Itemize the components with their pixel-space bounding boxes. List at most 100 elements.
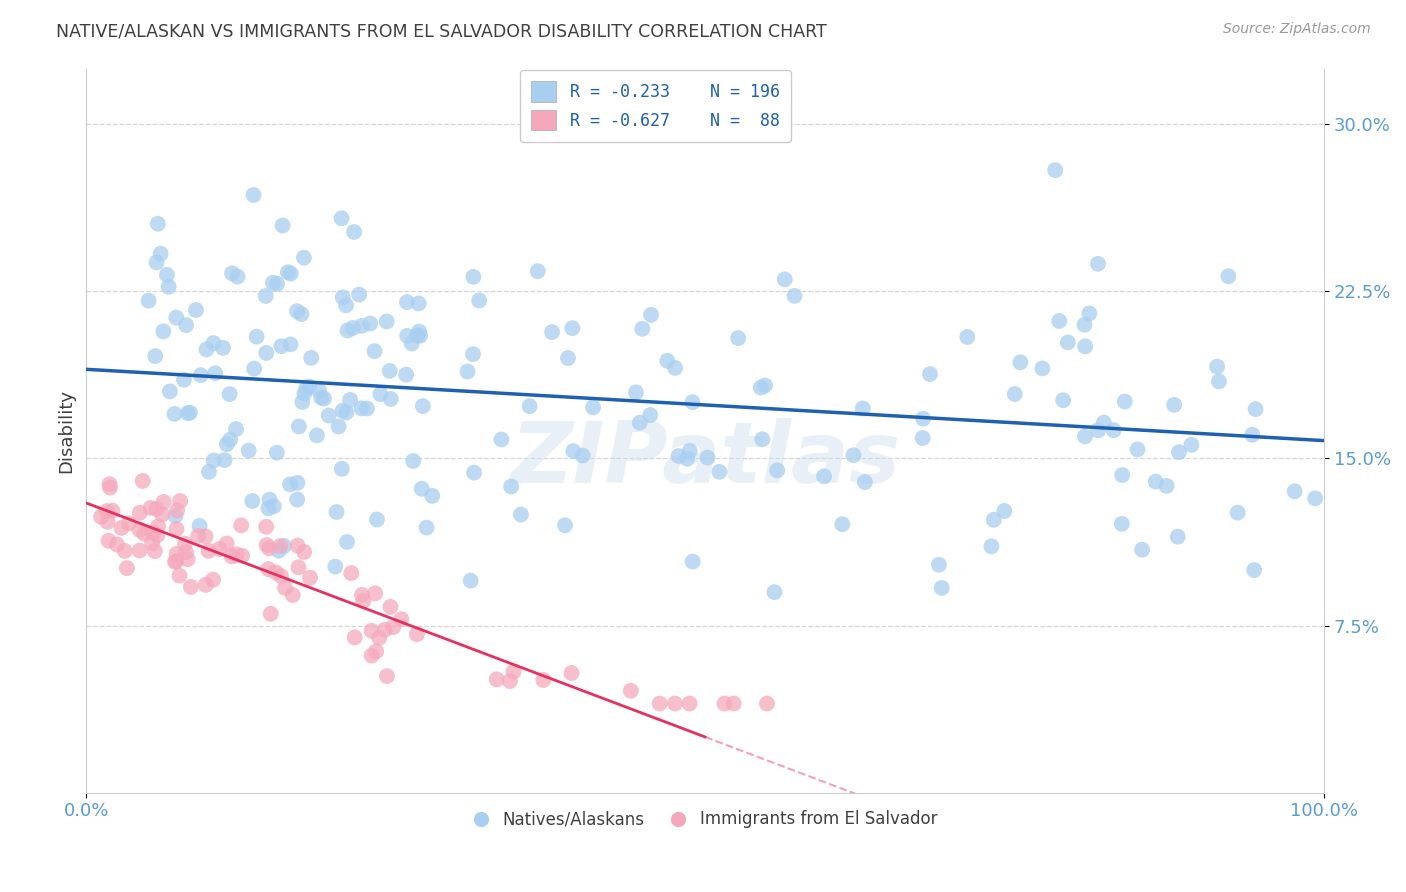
Point	[468, 293, 491, 308]
Point	[918, 367, 941, 381]
Point	[257, 562, 280, 576]
Point	[263, 500, 285, 514]
Point	[145, 501, 167, 516]
Point	[631, 322, 654, 336]
Point	[1078, 306, 1101, 320]
Point	[139, 500, 162, 515]
Point	[336, 323, 359, 337]
Point	[174, 545, 197, 559]
Point	[298, 571, 321, 585]
Point	[277, 265, 299, 279]
Point	[620, 683, 643, 698]
Point	[1111, 467, 1133, 482]
Point	[150, 508, 173, 522]
Point	[105, 537, 128, 551]
Point	[682, 395, 704, 409]
Point	[463, 269, 485, 284]
Point	[628, 416, 651, 430]
Text: ZIPatlas: ZIPatlas	[510, 418, 900, 501]
Point	[412, 399, 434, 413]
Point	[274, 581, 297, 595]
Point	[266, 277, 288, 291]
Point	[1241, 427, 1264, 442]
Point	[128, 506, 150, 520]
Point	[1074, 339, 1097, 353]
Point	[956, 330, 979, 344]
Point	[406, 627, 429, 641]
Point	[1163, 398, 1185, 412]
Point	[352, 594, 374, 608]
Point	[269, 539, 291, 553]
Point	[763, 585, 786, 599]
Point	[682, 555, 704, 569]
Point	[90, 509, 112, 524]
Point	[657, 353, 679, 368]
Point	[374, 623, 396, 637]
Point	[202, 336, 225, 351]
Point	[101, 504, 124, 518]
Point	[97, 533, 120, 548]
Point	[204, 366, 226, 380]
Point	[359, 317, 381, 331]
Point	[582, 401, 605, 415]
Point	[347, 287, 370, 301]
Point	[305, 428, 328, 442]
Point	[1111, 516, 1133, 531]
Point	[463, 466, 485, 480]
Point	[485, 673, 508, 687]
Point	[259, 492, 281, 507]
Point	[221, 266, 243, 280]
Point	[287, 539, 309, 553]
Point	[169, 494, 191, 508]
Point	[363, 344, 385, 359]
Point	[510, 508, 533, 522]
Point	[526, 264, 548, 278]
Point	[375, 669, 398, 683]
Point	[335, 405, 357, 419]
Point	[402, 454, 425, 468]
Point	[378, 364, 401, 378]
Point	[115, 561, 138, 575]
Point	[1087, 257, 1109, 271]
Point	[288, 419, 311, 434]
Point	[267, 543, 290, 558]
Point	[749, 380, 772, 394]
Point	[114, 544, 136, 558]
Point	[343, 631, 366, 645]
Point	[360, 648, 382, 663]
Point	[668, 449, 690, 463]
Point	[285, 492, 308, 507]
Point	[287, 560, 309, 574]
Point	[212, 341, 235, 355]
Point	[98, 481, 121, 495]
Point	[1243, 563, 1265, 577]
Point	[146, 528, 169, 542]
Point	[502, 665, 524, 679]
Point	[214, 453, 236, 467]
Point	[256, 538, 278, 552]
Point	[194, 529, 217, 543]
Point	[1057, 335, 1080, 350]
Point	[664, 697, 686, 711]
Point	[380, 599, 402, 614]
Point	[409, 328, 432, 343]
Point	[202, 573, 225, 587]
Point	[382, 620, 405, 634]
Point	[408, 296, 430, 310]
Point	[350, 401, 373, 416]
Point	[202, 453, 225, 467]
Point	[624, 385, 647, 400]
Y-axis label: Disability: Disability	[58, 389, 75, 473]
Point	[723, 697, 745, 711]
Point	[180, 580, 202, 594]
Point	[143, 349, 166, 363]
Point	[1226, 506, 1249, 520]
Point	[273, 539, 295, 553]
Point	[246, 329, 269, 343]
Point	[396, 329, 419, 343]
Point	[678, 697, 700, 711]
Point	[323, 559, 346, 574]
Point	[1208, 375, 1230, 389]
Point	[264, 566, 287, 580]
Point	[370, 387, 392, 401]
